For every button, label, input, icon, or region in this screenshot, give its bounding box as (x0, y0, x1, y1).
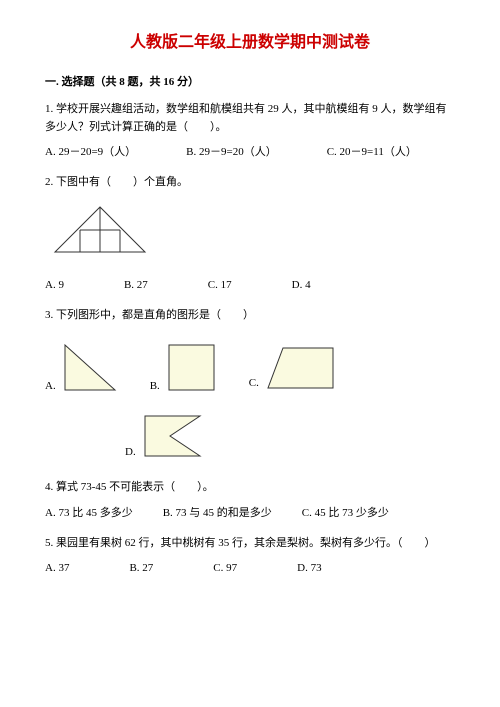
q2-opt-d: D. 4 (292, 277, 311, 295)
q1-opt-b: B. 29－9=20（人） (186, 144, 277, 162)
square-icon (164, 340, 219, 395)
q2-text: 2. 下图中有（ ）个直角。 (45, 174, 455, 192)
q5-opt-a: A. 37 (45, 560, 69, 578)
question-1: 1. 学校开展兴趣组活动，数学组和航模组共有 29 人，其中航模组有 9 人，数… (45, 101, 455, 162)
q4-opt-b: B. 73 与 45 的和是多少 (163, 505, 272, 523)
q2-figure (45, 202, 455, 264)
q1-opt-a: A. 29－20=9（人） (45, 144, 136, 162)
q4-opt-c: C. 45 比 73 少多少 (302, 505, 389, 523)
q3-text: 3. 下列图形中，都是直角的图形是（ ） (45, 307, 455, 325)
question-4: 4. 算式 73-45 不可能表示（ ）。 A. 73 比 45 多多少 B. … (45, 479, 455, 522)
q3-shape-a: A. (45, 340, 120, 395)
question-3: 3. 下列图形中，都是直角的图形是（ ） A. B. C. D. (45, 307, 455, 462)
q2-opt-b: B. 27 (124, 277, 148, 295)
q3-label-b: B. (150, 378, 160, 396)
q5-text: 5. 果园里有果树 62 行，其中桃树有 35 行，其余是梨树。梨树有多少行。（… (45, 535, 455, 553)
section-1-header: 一. 选择题（共 8 题，共 16 分） (45, 74, 455, 92)
q3-shape-c: C. (249, 343, 338, 393)
q4-opt-a: A. 73 比 45 多多少 (45, 505, 133, 523)
question-2: 2. 下图中有（ ）个直角。 A. 9 B. 27 C. 17 D. 4 (45, 174, 455, 295)
q3-label-c: C. (249, 375, 259, 393)
arrow-shape-icon (140, 411, 210, 461)
q2-options: A. 9 B. 27 C. 17 D. 4 (45, 277, 455, 295)
q5-options: A. 37 B. 27 C. 97 D. 73 (45, 560, 455, 578)
trapezoid-icon (263, 343, 338, 393)
q3-label-d: D. (125, 444, 136, 462)
q4-text: 4. 算式 73-45 不可能表示（ ）。 (45, 479, 455, 497)
q5-opt-b: B. 27 (129, 560, 153, 578)
q1-options: A. 29－20=9（人） B. 29－9=20（人） C. 20－9=11（人… (45, 144, 455, 162)
question-5: 5. 果园里有果树 62 行，其中桃树有 35 行，其余是梨树。梨树有多少行。（… (45, 535, 455, 578)
triangle-figure-icon (45, 202, 155, 257)
q5-opt-c: C. 97 (213, 560, 237, 578)
q3-shape-b: B. (150, 340, 219, 395)
q3-shape-d: D. (125, 411, 455, 461)
q2-opt-c: C. 17 (208, 277, 232, 295)
q1-text: 1. 学校开展兴趣组活动，数学组和航模组共有 29 人，其中航模组有 9 人，数… (45, 101, 455, 136)
q3-label-a: A. (45, 378, 56, 396)
exam-title: 人教版二年级上册数学期中测试卷 (45, 30, 455, 56)
q5-opt-d: D. 73 (297, 560, 321, 578)
q2-opt-a: A. 9 (45, 277, 64, 295)
q3-shapes-row: A. B. C. (45, 340, 455, 395)
q4-options: A. 73 比 45 多多少 B. 73 与 45 的和是多少 C. 45 比 … (45, 505, 455, 523)
q1-opt-c: C. 20－9=11（人） (327, 144, 417, 162)
right-triangle-icon (60, 340, 120, 395)
